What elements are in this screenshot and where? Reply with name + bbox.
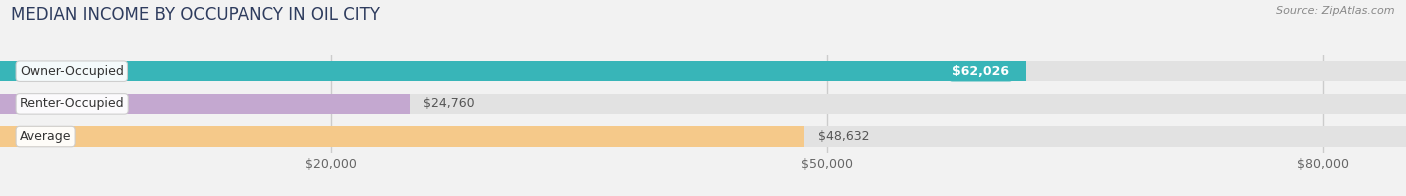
Bar [0, 126, 1406, 147]
Text: Owner-Occupied: Owner-Occupied [20, 65, 124, 78]
Bar [0, 94, 1406, 114]
Text: Renter-Occupied: Renter-Occupied [20, 97, 125, 110]
Text: MEDIAN INCOME BY OCCUPANCY IN OIL CITY: MEDIAN INCOME BY OCCUPANCY IN OIL CITY [11, 6, 380, 24]
Bar [0, 61, 1026, 81]
Text: $24,760: $24,760 [423, 97, 474, 110]
Text: Average: Average [20, 130, 72, 143]
Bar [0, 94, 409, 114]
Text: Source: ZipAtlas.com: Source: ZipAtlas.com [1277, 6, 1395, 16]
Text: $48,632: $48,632 [818, 130, 869, 143]
Bar [0, 126, 804, 147]
Bar [0, 61, 1406, 81]
Text: $62,026: $62,026 [952, 65, 1010, 78]
